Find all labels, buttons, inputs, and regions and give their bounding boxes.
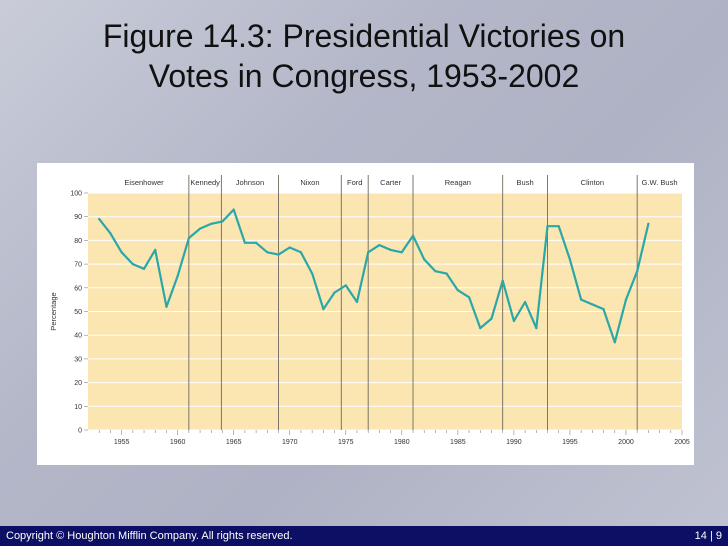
data-point [378,244,381,247]
data-point [456,289,459,292]
data-point [523,300,527,304]
data-point [490,317,493,320]
x-tick-label: 2000 [618,439,634,446]
x-tick-label: 1980 [394,439,410,446]
data-point [344,284,347,287]
data-point [580,298,583,301]
president-label: Clinton [581,178,604,187]
data-point [411,234,415,237]
data-point [154,248,157,251]
data-point [445,272,448,275]
y-tick-label: 70 [74,262,82,269]
footer-bar: Copyright © Houghton Mifflin Company. Al… [0,526,728,546]
data-point [131,263,134,266]
data-point [535,326,538,330]
x-tick-label: 1970 [282,439,298,446]
data-point [501,279,504,282]
data-point [602,308,605,311]
president-label: Carter [380,178,401,187]
data-point [198,227,202,230]
data-point [467,296,471,299]
data-point [479,326,482,330]
data-point [367,251,370,254]
data-point [389,248,392,251]
x-tick-label: 1975 [338,439,354,446]
data-point [636,270,639,273]
data-point [232,208,235,211]
president-label: Kennedy [190,178,220,187]
data-point [98,217,101,221]
y-tick-label: 80 [74,238,82,245]
president-label: Reagan [445,178,471,187]
data-point [120,251,123,254]
data-point [512,319,515,323]
data-point [624,298,628,301]
y-tick-label: 20 [74,380,82,387]
y-tick-label: 90 [74,214,82,221]
data-point [210,222,213,225]
data-point [165,305,168,308]
series-line [98,208,650,344]
data-point [187,236,190,240]
data-point [299,251,303,254]
president-label: Eisenhower [124,178,164,187]
page-number: 14 | 9 [694,530,722,542]
y-tick-label: 60 [74,285,82,292]
data-point [355,300,359,304]
data-point [557,225,560,228]
y-tick-label: 10 [74,404,82,411]
slide-title-line-2: Votes in Congress, 1953-2002 [148,58,580,94]
y-tick-label: 0 [78,428,82,435]
data-point [613,341,616,344]
data-point [311,272,314,275]
data-point [423,258,426,261]
president-label: Ford [347,178,362,187]
copyright-text: Copyright © Houghton Mifflin Company. Al… [6,530,293,542]
x-tick-label: 1960 [170,439,186,446]
data-point [266,251,269,254]
president-label: Bush [517,178,534,187]
data-point [255,241,258,244]
data-point [591,303,594,306]
line-chart: 0 10 20 30 40 50 60 70 80 90 100 1955 1960 1965 1970 19… [49,175,690,446]
x-tick-label: 1990 [506,439,522,446]
data-point [221,220,224,223]
chart-container: 0 10 20 30 40 50 60 70 80 90 100 1955 1960 1965 1970 19… [37,163,694,465]
y-tick-label: 40 [74,333,82,340]
data-point [322,308,325,311]
data-point [647,222,650,225]
data-point [568,258,572,261]
data-point [288,246,291,249]
slide-title-line-1: Figure 14.3: Presidential Victories on [102,18,626,54]
data-point [546,225,549,228]
data-point [142,267,146,270]
y-axis-label: Percentage [49,292,58,330]
president-label: Johnson [236,178,264,187]
data-point [243,241,247,244]
x-tick-label: 1965 [226,439,242,446]
data-point [333,291,336,294]
x-tick-label: 1995 [562,439,578,446]
president-label: Nixon [300,178,319,187]
slide-title: Figure 14.3: Presidential Victories on V… [40,16,688,96]
y-tick-label: 50 [74,309,82,316]
x-tick-label: 1955 [114,439,130,446]
x-tick-label: 2005 [674,439,690,446]
data-point [176,274,179,278]
y-tick-label: 30 [74,356,82,363]
x-tick-label: 1985 [450,439,466,446]
data-point [434,270,437,273]
president-label: G.W. Bush [642,178,678,187]
data-point [400,251,403,254]
y-tick-label: 100 [70,191,82,198]
data-point [277,253,280,256]
data-point [109,232,112,235]
